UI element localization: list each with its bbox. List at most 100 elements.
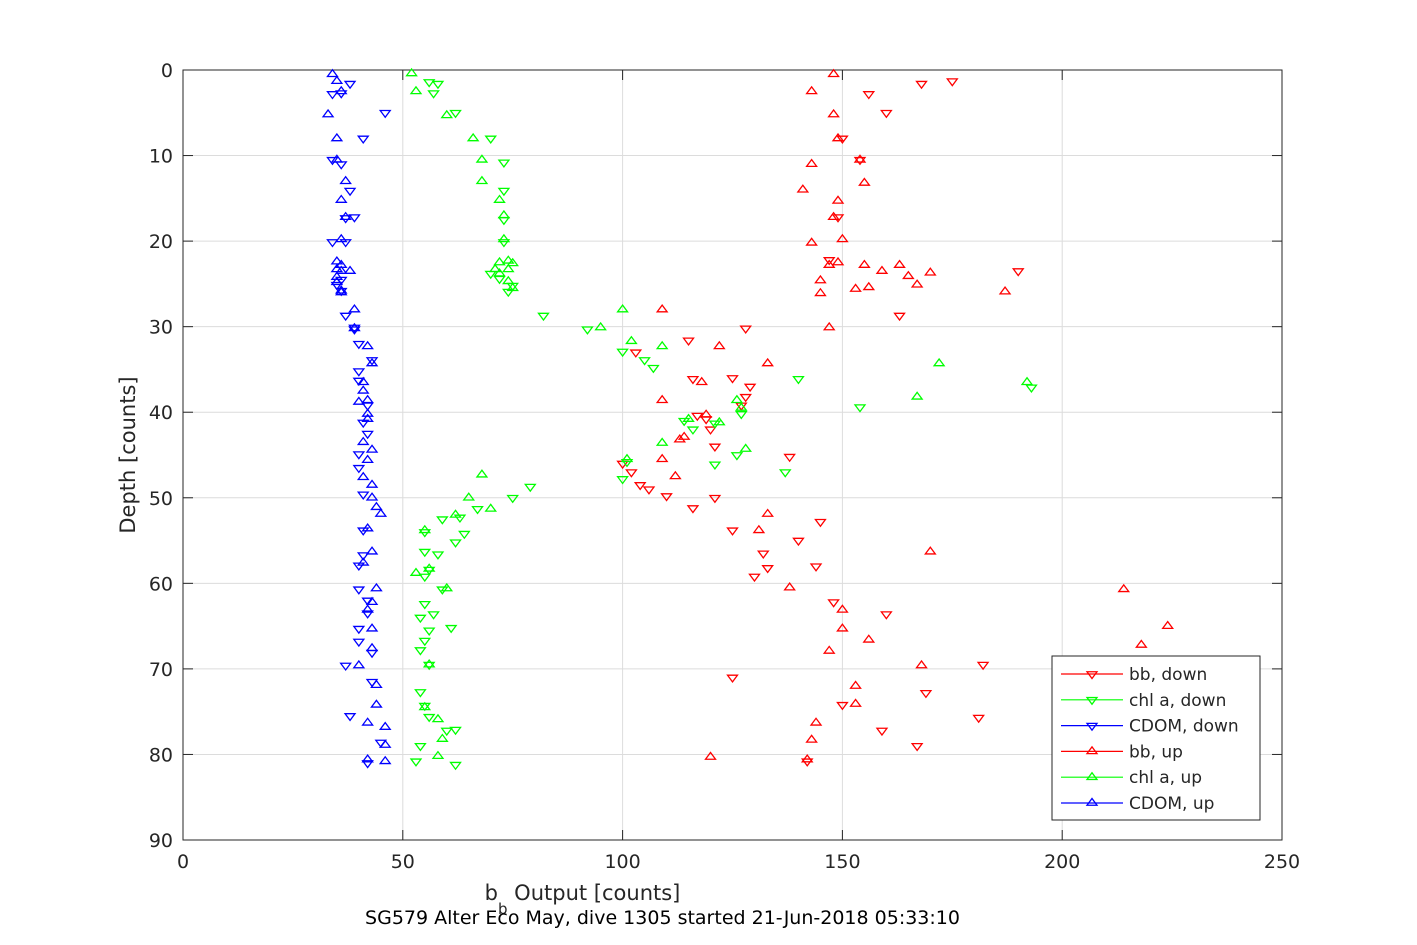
data-point-marker	[880, 611, 893, 620]
data-point-marker	[783, 453, 796, 463]
legend: bb, down chl a, down CDOM, down bb, up chl a…	[1051, 655, 1261, 821]
data-point-marker	[893, 259, 906, 268]
series-5	[321, 68, 392, 765]
data-point-marker	[334, 85, 348, 95]
data-point-marker	[365, 596, 379, 606]
x-axis-label: bb Output [counts]	[485, 881, 681, 918]
data-point-marker	[330, 154, 344, 163]
legend-marker	[1085, 696, 1099, 706]
data-point-marker	[761, 565, 774, 574]
data-point-marker	[365, 492, 379, 501]
data-point-marker	[910, 742, 924, 752]
data-point-marker	[875, 265, 889, 274]
data-point-marker	[972, 714, 985, 724]
data-point-marker	[858, 177, 871, 186]
data-point-marker	[431, 80, 445, 90]
y-tick-label: 50	[149, 488, 173, 510]
data-point-marker	[352, 638, 366, 648]
data-point-marker	[365, 623, 379, 632]
data-point-marker	[616, 476, 629, 485]
data-point-marker	[330, 75, 344, 85]
data-point-marker	[493, 268, 506, 277]
data-point-marker	[708, 443, 722, 453]
data-point-marker	[356, 376, 370, 386]
data-point-marker	[691, 412, 704, 422]
data-point-marker	[497, 159, 511, 168]
data-point-marker	[761, 508, 774, 517]
data-point-marker	[827, 108, 840, 118]
data-point-marker	[739, 393, 752, 403]
data-markers	[321, 67, 1174, 771]
data-point-marker	[704, 426, 717, 435]
data-point-marker	[880, 109, 893, 119]
y-tick-label: 10	[149, 146, 173, 168]
data-point-marker	[326, 156, 339, 166]
data-point-marker	[334, 285, 348, 294]
y-tick-label: 20	[149, 231, 173, 253]
data-point-marker	[365, 642, 379, 652]
data-point-marker	[708, 494, 722, 504]
data-point-marker	[655, 303, 669, 313]
data-point-marker	[422, 563, 436, 572]
data-point-marker	[910, 391, 924, 400]
data-point-marker	[378, 755, 392, 765]
x-tick-label: 100	[604, 851, 640, 873]
x-axis-label-main: b	[485, 881, 498, 905]
data-point-marker	[356, 557, 370, 566]
data-point-marker	[348, 214, 361, 223]
data-point-marker	[334, 194, 348, 203]
data-point-marker	[330, 271, 344, 280]
data-point-marker	[365, 357, 379, 367]
data-point-marker	[726, 674, 739, 684]
legend-entry: CDOM, up	[1061, 794, 1214, 814]
data-point-marker	[339, 175, 352, 185]
data-point-marker	[677, 431, 691, 440]
data-point-marker	[361, 760, 374, 769]
data-point-marker	[374, 508, 388, 517]
data-point-marker	[352, 368, 366, 377]
x-tick-label: 250	[1264, 851, 1300, 873]
data-point-marker	[915, 659, 928, 669]
data-point-marker	[730, 394, 744, 404]
data-point-marker	[458, 530, 471, 540]
data-point-marker	[1011, 268, 1025, 277]
data-point-marker	[356, 436, 370, 446]
data-point-marker	[440, 582, 454, 592]
data-point-marker	[792, 537, 805, 547]
data-point-marker	[497, 239, 511, 248]
data-point-marker	[783, 582, 796, 591]
data-point-marker	[822, 645, 836, 654]
data-point-marker	[682, 413, 695, 422]
data-point-marker	[946, 78, 959, 87]
data-point-marker	[334, 233, 348, 243]
data-point-marker	[708, 461, 722, 471]
y-tick-label: 90	[149, 830, 173, 852]
axis-ticks: 0 50 100 150 200 250 0 10 20 30 40 50 60 70 80 90	[149, 60, 1300, 873]
data-point-marker	[440, 109, 454, 119]
y-tick-label: 30	[149, 317, 173, 339]
data-point-marker	[862, 91, 876, 100]
data-point-marker	[910, 279, 924, 288]
data-point-marker	[361, 522, 374, 532]
legend-marker	[1085, 771, 1099, 781]
data-point-marker	[422, 79, 436, 88]
data-point-marker	[352, 451, 366, 460]
data-point-marker	[484, 135, 498, 145]
data-point-marker	[449, 509, 462, 518]
data-point-marker	[361, 408, 374, 417]
legend-label: CDOM, down	[1129, 717, 1239, 737]
data-point-marker	[356, 552, 370, 561]
data-point-marker	[475, 175, 489, 185]
data-point-marker	[497, 209, 511, 219]
data-point-marker	[831, 214, 845, 223]
legend-marker	[1085, 671, 1099, 680]
data-point-marker	[418, 524, 432, 534]
data-point-marker	[352, 396, 366, 405]
data-point-marker	[431, 750, 445, 760]
data-point-marker	[1135, 639, 1148, 648]
data-point-marker	[1025, 384, 1038, 394]
legend-marker	[1085, 722, 1099, 732]
data-point-marker	[339, 662, 352, 672]
data-point-marker	[356, 135, 370, 145]
data-point-marker	[849, 283, 862, 292]
